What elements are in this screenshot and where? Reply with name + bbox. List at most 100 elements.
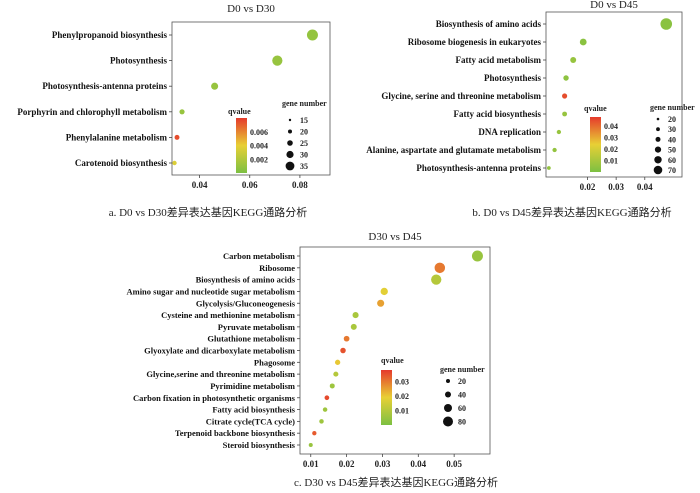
color-legend-bar (236, 118, 247, 173)
x-tick-label: 0.02 (339, 459, 355, 469)
data-point (660, 18, 673, 30)
x-tick-label: 0.04 (410, 459, 426, 469)
x-tick-label: 0.05 (446, 459, 462, 469)
data-point (172, 160, 177, 166)
x-tick-label: 0.02 (580, 182, 596, 192)
x-tick-label: 0.01 (303, 459, 319, 469)
data-point (340, 347, 346, 354)
plot-frame (299, 246, 491, 455)
pathway-label: Fatty acid metabolism (456, 55, 542, 65)
chart-title: D30 vs D45 (368, 231, 422, 243)
color-legend-bar (590, 117, 601, 172)
pathway-label: Glyoxylate and dicarboxylate metabolism (144, 346, 295, 356)
color-legend-title: qvalue (584, 104, 607, 113)
size-legend-label: 20 (458, 377, 466, 386)
data-point (343, 335, 350, 342)
pathway-label: Glycolysis/Gluconeogenesis (196, 298, 296, 308)
data-point (563, 75, 569, 81)
size-legend-label: 15 (300, 116, 308, 125)
pathway-label: Phenylalanine metabolism (66, 132, 168, 142)
pathway-label: Glutathione metabolism (207, 334, 295, 344)
size-legend-label: 70 (668, 166, 676, 175)
size-legend-label: 35 (300, 162, 308, 171)
data-point (556, 129, 562, 135)
pathway-label: Alanine, aspartate and glutamate metabol… (366, 145, 541, 155)
color-legend-label: 0.04 (604, 122, 618, 131)
size-legend-dot (286, 150, 294, 159)
size-legend-dot (654, 146, 662, 153)
color-legend-bar (381, 370, 392, 425)
pathway-label: Biosynthesis of amino acids (436, 19, 542, 29)
chart-caption: b. D0 vs D45差异表达基因KEGG通路分析 (472, 205, 671, 219)
size-legend-dot (285, 161, 295, 171)
size-legend-label: 30 (668, 125, 676, 134)
x-tick-label: 0.04 (637, 182, 653, 192)
x-tick-label: 0.08 (292, 180, 308, 190)
size-legend-label: 25 (300, 139, 308, 148)
size-legend-label: 30 (300, 151, 308, 160)
color-legend-label: 0.002 (250, 155, 268, 164)
data-point (434, 262, 446, 274)
size-legend-title: gene number (282, 99, 327, 108)
data-point (562, 93, 568, 99)
pathway-label: Biosynthesis of amino acids (196, 275, 296, 285)
chart-panel-a: D0 vs D30 a. D0 vs D30差异表达基因KEGG通路分析 0.04 0… (17, 3, 331, 219)
size-legend-title: gene number (440, 365, 485, 374)
data-point (333, 371, 339, 377)
x-tick-label: 0.03 (375, 459, 391, 469)
size-legend-label: 80 (458, 418, 466, 427)
size-legend-dot (656, 117, 660, 121)
data-point (377, 299, 385, 307)
pathway-label: Phagosome (254, 357, 295, 367)
pathway-label: Photosynthesis-antenna proteins (416, 163, 541, 173)
pathway-label: Amino sugar and nucleotide sugar metabol… (126, 286, 295, 296)
data-point (334, 359, 341, 365)
color-legend-title: qvalue (381, 356, 404, 365)
chart-caption: c. D30 vs D45差异表达基因KEGG通路分析 (294, 475, 498, 489)
color-legend-title: qvalue (228, 107, 251, 116)
size-legend-dot (655, 136, 661, 142)
chart-panel-b: D0 vs D45 b. D0 vs D45差异表达基因KEGG通路分析 0.02 0… (366, 0, 695, 219)
data-point (272, 55, 283, 66)
data-point (570, 57, 577, 63)
size-legend-label: 50 (668, 146, 676, 155)
color-legend-label: 0.006 (250, 128, 268, 137)
pathway-label: Glycine, serine and threonine metabolism (381, 91, 541, 101)
size-legend-dot (445, 391, 451, 398)
pathway-label: Carotenoid biosynthesis (75, 158, 168, 168)
pathway-label: Cysteine and methionine metabolism (161, 310, 295, 320)
size-legend-dot (446, 379, 450, 383)
color-legend-label: 0.01 (604, 157, 618, 166)
chart-caption: a. D0 vs D30差异表达基因KEGG通路分析 (109, 205, 308, 219)
x-tick-label: 0.03 (608, 182, 624, 192)
x-tick-label: 0.04 (192, 180, 208, 190)
data-point (431, 274, 442, 285)
data-point (562, 111, 568, 117)
size-legend-label: 40 (668, 135, 676, 144)
color-legend-label: 0.02 (604, 145, 618, 154)
size-legend-label: 40 (458, 391, 466, 400)
color-legend-label: 0.03 (604, 134, 618, 143)
pathway-label: Photosynthesis-antenna proteins (42, 81, 167, 91)
data-point (552, 147, 557, 153)
pathway-label: Fatty acid biosynthesis (453, 109, 541, 119)
pathway-label: DNA replication (478, 127, 541, 137)
size-legend-dot (653, 165, 663, 175)
pathway-label: Pyrimidine metabolism (210, 381, 295, 391)
pathway-label: Carbon metabolism (223, 251, 295, 261)
data-point (211, 82, 219, 90)
size-legend-label: 20 (668, 115, 676, 124)
data-point (306, 29, 318, 41)
pathway-label: Photosynthesis (110, 56, 168, 66)
size-legend-dot (288, 118, 292, 122)
data-point (329, 383, 335, 389)
data-point (350, 323, 357, 330)
color-legend-label: 0.004 (250, 142, 268, 151)
pathway-label: Terpenoid backbone biosynthesis (175, 428, 296, 438)
pathway-label: Fatty acid biosynthesis (212, 405, 295, 415)
size-legend-dot (656, 127, 660, 132)
size-legend-label: 20 (300, 128, 308, 137)
size-legend-title: gene number (650, 103, 695, 112)
pathway-label: Ribosome (259, 263, 295, 273)
